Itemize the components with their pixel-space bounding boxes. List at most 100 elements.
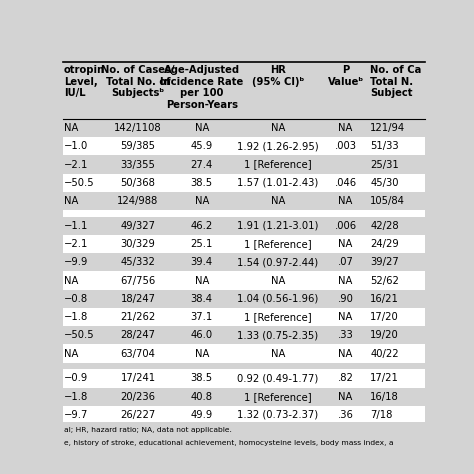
Text: 51/33: 51/33 (370, 141, 399, 151)
Text: 25.1: 25.1 (191, 239, 213, 249)
Text: NA: NA (64, 275, 78, 286)
Bar (63, 388, 425, 406)
Text: 67/756: 67/756 (120, 275, 155, 286)
Text: 1.54 (0.97-2.44): 1.54 (0.97-2.44) (237, 257, 319, 267)
Text: 142/1108: 142/1108 (114, 123, 162, 133)
Text: 105/84: 105/84 (370, 196, 405, 206)
Text: Age-Adjusted
Incidence Rate
per 100
Person-Years: Age-Adjusted Incidence Rate per 100 Pers… (160, 65, 243, 110)
Text: .003: .003 (335, 141, 356, 151)
Text: NA: NA (64, 348, 78, 359)
Text: 38.4: 38.4 (191, 294, 213, 304)
Text: 21/262: 21/262 (120, 312, 155, 322)
Text: 1 [Reference]: 1 [Reference] (244, 312, 311, 322)
Text: 17/20: 17/20 (370, 312, 399, 322)
Text: 39/27: 39/27 (370, 257, 399, 267)
Text: −2.1: −2.1 (64, 239, 88, 249)
Text: NA: NA (338, 123, 353, 133)
Text: 20/236: 20/236 (120, 392, 155, 401)
Text: .36: .36 (337, 410, 354, 420)
Text: 124/988: 124/988 (118, 196, 159, 206)
Bar (63, 63, 425, 119)
Text: −9.9: −9.9 (64, 257, 88, 267)
Text: 30/329: 30/329 (120, 239, 155, 249)
Text: 63/704: 63/704 (120, 348, 155, 359)
Text: NA: NA (194, 275, 209, 286)
Bar (63, 308, 425, 326)
Text: 25/31: 25/31 (370, 160, 399, 170)
Text: otropin
Level,
IU/L: otropin Level, IU/L (64, 65, 105, 99)
Text: NA: NA (338, 275, 353, 286)
Text: NA: NA (194, 123, 209, 133)
Text: 18/247: 18/247 (120, 294, 155, 304)
Text: NA: NA (271, 275, 285, 286)
Text: NA: NA (338, 392, 353, 401)
Text: 1.91 (1.21-3.01): 1.91 (1.21-3.01) (237, 221, 319, 231)
Text: No. of Cases/
Total No. of
Subjectsᵇ: No. of Cases/ Total No. of Subjectsᵇ (101, 65, 175, 99)
Bar (63, 406, 425, 424)
Bar (63, 137, 425, 155)
Text: −1.8: −1.8 (64, 312, 88, 322)
Text: 16/18: 16/18 (370, 392, 399, 401)
Bar (63, 363, 425, 369)
Bar (63, 272, 425, 290)
Text: .90: .90 (337, 294, 354, 304)
Text: NA: NA (271, 196, 285, 206)
Text: 46.2: 46.2 (191, 221, 213, 231)
Text: −2.1: −2.1 (64, 160, 88, 170)
Text: NA: NA (338, 239, 353, 249)
Bar (63, 210, 425, 217)
Text: 27.4: 27.4 (191, 160, 213, 170)
Text: 26/227: 26/227 (120, 410, 155, 420)
Text: 1 [Reference]: 1 [Reference] (244, 239, 311, 249)
Bar (63, 369, 425, 388)
Text: 1.33 (0.75-2.35): 1.33 (0.75-2.35) (237, 330, 319, 340)
Text: 38.5: 38.5 (191, 374, 213, 383)
Bar (63, 253, 425, 272)
Text: 49/327: 49/327 (120, 221, 155, 231)
Text: 121/94: 121/94 (370, 123, 405, 133)
Bar (63, 290, 425, 308)
Text: e, history of stroke, educational achievement, homocysteine levels, body mass in: e, history of stroke, educational achiev… (64, 440, 393, 446)
Text: al; HR, hazard ratio; NA, data not applicable.: al; HR, hazard ratio; NA, data not appli… (64, 427, 231, 433)
Text: 1.04 (0.56-1.96): 1.04 (0.56-1.96) (237, 294, 319, 304)
Text: 46.0: 46.0 (191, 330, 213, 340)
Text: −50.5: −50.5 (64, 178, 95, 188)
Text: NA: NA (338, 312, 353, 322)
Text: 19/20: 19/20 (370, 330, 399, 340)
Text: NA: NA (194, 348, 209, 359)
Bar (63, 119, 425, 137)
Text: 1.32 (0.73-2.37): 1.32 (0.73-2.37) (237, 410, 319, 420)
Text: 17/21: 17/21 (370, 374, 399, 383)
Text: NA: NA (194, 196, 209, 206)
Text: HR
(95% CI)ᵇ: HR (95% CI)ᵇ (252, 65, 304, 87)
Text: NA: NA (338, 348, 353, 359)
Text: −1.1: −1.1 (64, 221, 88, 231)
Text: 45.9: 45.9 (191, 141, 213, 151)
Bar (63, 326, 425, 345)
Text: −50.5: −50.5 (64, 330, 95, 340)
Text: 40.8: 40.8 (191, 392, 213, 401)
Text: 38.5: 38.5 (191, 178, 213, 188)
Text: .82: .82 (337, 374, 354, 383)
Text: −9.7: −9.7 (64, 410, 88, 420)
Text: NA: NA (64, 196, 78, 206)
Text: 50/368: 50/368 (120, 178, 155, 188)
Bar (63, 217, 425, 235)
Text: 45/30: 45/30 (370, 178, 399, 188)
Text: 24/29: 24/29 (370, 239, 399, 249)
Text: 1 [Reference]: 1 [Reference] (244, 392, 311, 401)
Text: −1.0: −1.0 (64, 141, 88, 151)
Bar (63, 173, 425, 192)
Text: 33/355: 33/355 (120, 160, 155, 170)
Text: .006: .006 (335, 221, 356, 231)
Text: 42/28: 42/28 (370, 221, 399, 231)
Bar (63, 155, 425, 173)
Text: .046: .046 (335, 178, 356, 188)
Text: 28/247: 28/247 (120, 330, 155, 340)
Text: NA: NA (271, 123, 285, 133)
Text: 45/332: 45/332 (120, 257, 155, 267)
Text: 1.57 (1.01-2.43): 1.57 (1.01-2.43) (237, 178, 319, 188)
Text: NA: NA (271, 348, 285, 359)
Text: 59/385: 59/385 (120, 141, 155, 151)
Text: 0.92 (0.49-1.77): 0.92 (0.49-1.77) (237, 374, 319, 383)
